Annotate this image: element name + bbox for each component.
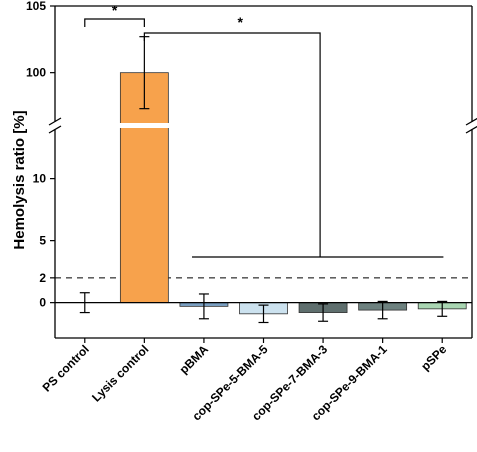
y-tick-label-4: 100 bbox=[26, 66, 46, 80]
axis-break-mark-1-a bbox=[465, 117, 477, 126]
significance-star-0: * bbox=[112, 2, 118, 18]
y-tick-label-5: 105 bbox=[26, 0, 46, 13]
x-tick-label-6: pSPe bbox=[418, 342, 449, 373]
x-tick-label-1: Lysis control bbox=[89, 342, 151, 404]
x-tick-label-0: PS control bbox=[40, 342, 92, 394]
significance-bracket-0 bbox=[84, 18, 145, 27]
axis-break-mark-1-b bbox=[465, 125, 477, 134]
y-tick-label-0: 0 bbox=[39, 296, 46, 310]
bar-break-gap bbox=[119, 123, 170, 128]
x-tick-label-2: pBMA bbox=[177, 342, 212, 377]
y-tick-label-1: 2 bbox=[39, 271, 46, 285]
axis-break-mark-0-b bbox=[48, 125, 62, 134]
y-tick-label-2: 5 bbox=[39, 234, 46, 248]
significance-star-1: * bbox=[237, 14, 243, 30]
axis-break-mark-0-a bbox=[48, 117, 62, 126]
y-tick-label-3: 10 bbox=[33, 172, 47, 186]
y-axis-title: Hemolysis ratio [%] bbox=[11, 110, 28, 249]
significance-bracket-1 bbox=[143, 32, 321, 257]
